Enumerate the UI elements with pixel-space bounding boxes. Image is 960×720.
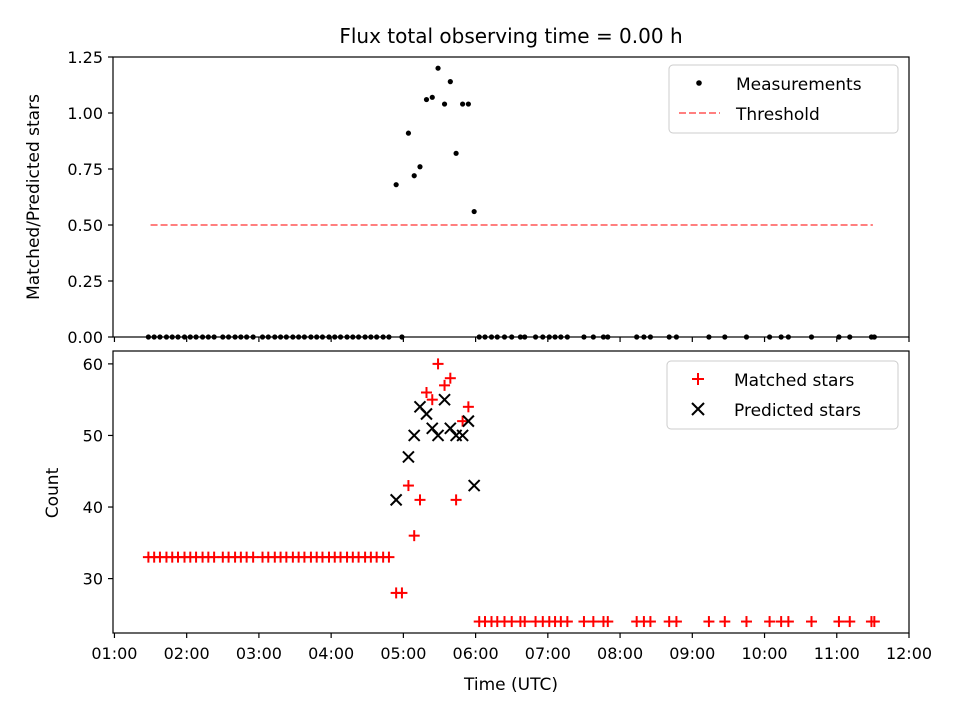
predicted-stars-point-11: [462, 414, 475, 428]
top-y-tick-label-0: 0.00: [67, 328, 103, 347]
top-y-axis-label: Matched/Predicted stars: [24, 94, 44, 300]
matched-stars-point-48: [439, 379, 451, 391]
bottom-legend-box: [666, 360, 899, 430]
measurements-point-50: [453, 150, 459, 156]
x-axis-label: Time (UTC): [463, 675, 558, 695]
predicted-stars-point-0: [389, 493, 403, 507]
measurements-point-47: [435, 65, 441, 71]
predicted-stars-point-2: [408, 429, 421, 442]
predicted-stars-point-6: [431, 429, 445, 442]
matched-stars-point-44: [414, 494, 426, 506]
measurements-point-44: [417, 164, 423, 170]
bottom-x-tick-label-7: 08:00: [597, 644, 643, 663]
legend-matched-stars-label: Matched stars: [734, 371, 854, 391]
matched-stars-point-75: [670, 616, 682, 628]
matched-stars-point-77: [719, 616, 731, 628]
top-y-tick-label-3: 0.75: [67, 160, 103, 179]
bottom-x-tick-label-4: 05:00: [380, 644, 426, 663]
matched-stars-point-42: [402, 480, 414, 492]
bottom-y-tick-label-1: 40: [83, 498, 103, 517]
matched-stars-point-76: [703, 616, 715, 628]
bottom-plot-frame: [112, 350, 910, 634]
matched-stars-point-82: [805, 616, 817, 628]
top-panel: 0.00 0.25 0.50 0.75 1.00 1.25 Matched/Predict…: [24, 48, 910, 347]
matched-stars-point-50: [450, 494, 462, 506]
legend-predicted-stars-marker: [691, 402, 705, 416]
legend-threshold-label: Threshold: [735, 105, 820, 125]
measurements-point-45: [423, 96, 430, 103]
top-axis-ticks: 0.00 0.25 0.50 0.75 1.00 1.25: [67, 48, 910, 347]
matched-stars-point-78: [740, 616, 752, 628]
bottom-y-tick-label-0: 30: [83, 570, 103, 589]
bottom-x-tick-label-2: 03:00: [236, 644, 282, 663]
matched-stars-point-39: [383, 551, 395, 563]
top-y-tick-label-1: 0.25: [67, 272, 103, 291]
measurements-point-51: [460, 101, 466, 107]
matched-stars-point-41: [396, 587, 408, 599]
matched-stars-point-52: [462, 401, 474, 413]
matched-stars-point-68: [587, 616, 599, 628]
matched-stars-point-86: [868, 616, 880, 628]
measurements-point-46: [429, 94, 435, 100]
top-chart-title: Flux total observing time = 0.00 h: [339, 24, 682, 48]
matched-stars-point-51: [457, 415, 469, 427]
matched-stars-point-47: [432, 358, 444, 370]
matched-stars-point-84: [844, 616, 856, 628]
predicted-stars-point-10: [456, 429, 469, 442]
measurements-point-52: [465, 101, 471, 107]
matched-stars-point-45: [420, 387, 432, 399]
measurements-point-43: [411, 173, 417, 179]
matched-stars-point-49: [444, 372, 456, 384]
matched-stars-point-43: [408, 530, 420, 542]
top-y-tick-label-5: 1.25: [67, 48, 103, 67]
bottom-axis-ticks: 01:00 02:00 03:00 04:00 05:00 06:00 07:00 08:00…: [83, 355, 932, 663]
top-legend-box: [668, 64, 899, 134]
bottom-panel: 01:00 02:00 03:00 04:00 05:00 06:00 07:00 08:00…: [43, 350, 932, 695]
legend-matched-stars-marker: [692, 373, 704, 385]
bottom-y-axis-label: Count: [43, 467, 63, 518]
bottom-y-tick-label-3: 60: [83, 355, 103, 374]
matched-stars-point-46: [426, 394, 438, 406]
bottom-x-tick-label-9: 10:00: [741, 644, 787, 663]
predicted-stars-point-7: [438, 393, 451, 406]
bottom-x-tick-label-3: 04:00: [308, 644, 354, 663]
measurements-point-49: [447, 79, 453, 85]
bottom-x-tick-label-5: 06:00: [453, 644, 499, 663]
measurements-point-53: [471, 208, 477, 215]
bottom-legend: Matched stars Predicted stars: [666, 360, 899, 430]
bottom-x-tick-label-10: 11:00: [814, 644, 860, 663]
legend-measurements-marker: [696, 80, 702, 86]
top-y-tick-label-4: 1.00: [67, 104, 103, 123]
predicted-stars-point-1: [402, 450, 415, 464]
matched-stars-point-70: [602, 616, 614, 628]
measurements-point-42: [405, 130, 412, 136]
bottom-x-tick-label-6: 07:00: [525, 644, 571, 663]
measurements-point-48: [441, 101, 448, 107]
matched-stars-point-17: [247, 551, 259, 563]
bottom-x-tick-label-1: 02:00: [164, 644, 210, 663]
matched-stars-point-67: [578, 616, 590, 628]
measurements-point-41: [393, 182, 399, 188]
matched-stars-point-79: [764, 616, 776, 628]
predicted-stars-point-12: [467, 479, 481, 492]
bottom-y-tick-label-2: 50: [83, 426, 103, 445]
matched-stars-point-73: [644, 616, 656, 628]
matched-stars-point-83: [833, 616, 845, 628]
legend-measurements-label: Measurements: [736, 75, 862, 95]
top-plot-frame: [112, 56, 910, 338]
top-y-tick-label-2: 0.50: [67, 216, 103, 235]
bottom-x-tick-label-8: 09:00: [669, 644, 715, 663]
legend-predicted-stars-label: Predicted stars: [734, 401, 861, 421]
bottom-data-marks: [142, 358, 880, 628]
top-legend: Measurements Threshold: [668, 64, 899, 134]
matched-stars-point-81: [782, 616, 794, 628]
matched-stars-point-66: [561, 616, 573, 628]
bottom-x-tick-label-11: 12:00: [886, 644, 932, 663]
predicted-stars-point-4: [420, 407, 433, 421]
bottom-x-tick-label-0: 01:00: [91, 644, 137, 663]
matched-stars-point-60: [519, 616, 531, 628]
